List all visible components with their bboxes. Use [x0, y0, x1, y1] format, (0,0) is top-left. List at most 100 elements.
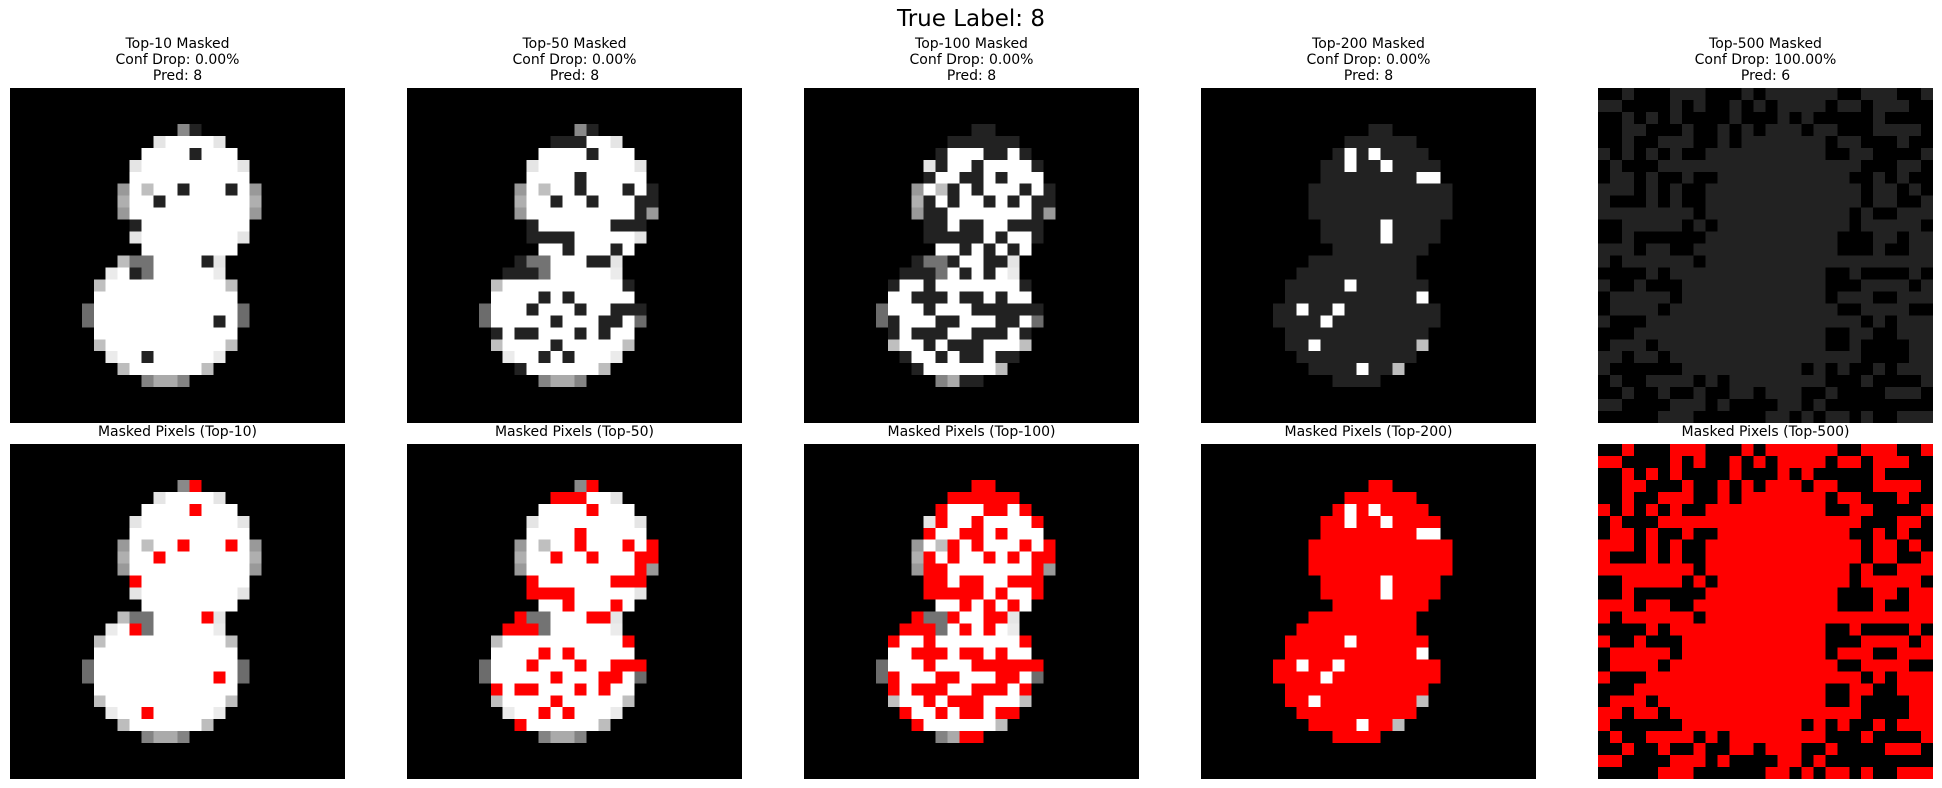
digit-pixel	[935, 719, 948, 732]
digit-pixel	[1019, 315, 1032, 328]
mask-overlay-pixel	[1320, 575, 1333, 588]
digit-pixel	[598, 563, 611, 576]
digit-pixel	[598, 219, 611, 232]
digit-pixel	[213, 255, 226, 268]
mask-overlay-pixel	[1392, 527, 1405, 540]
mask-overlay-pixel	[1837, 539, 1850, 552]
masked-pixel	[1729, 171, 1742, 184]
mask-overlay-pixel	[1801, 683, 1814, 696]
masked-pixel	[1765, 159, 1778, 172]
mask-overlay-pixel	[1392, 503, 1405, 516]
digit-pixel	[610, 255, 623, 268]
masked-pixel	[983, 123, 996, 136]
digit-pixel	[947, 635, 960, 648]
masked-pixel	[1777, 99, 1790, 112]
mask-overlay-pixel	[1320, 563, 1333, 576]
digit-pixel	[526, 563, 539, 576]
digit-pixel	[93, 279, 106, 292]
masked-pixel	[1416, 183, 1429, 196]
masked-pixel	[971, 291, 984, 304]
masked-pixel	[1645, 111, 1658, 124]
digit-pixel	[622, 563, 635, 576]
mask-overlay-pixel	[1404, 539, 1417, 552]
masked-pixel	[1332, 195, 1345, 208]
mask-overlay-pixel	[1717, 659, 1730, 672]
mask-overlay-pixel	[971, 707, 984, 720]
mask-overlay-pixel	[1897, 527, 1910, 540]
masked-pixel	[1344, 255, 1357, 268]
digit-pixel	[141, 515, 154, 528]
digit-pixel	[165, 563, 178, 576]
mask-overlay-pixel	[1789, 635, 1802, 648]
mask-overlay-pixel	[1332, 683, 1345, 696]
digit-pixel	[177, 731, 190, 744]
digit-pixel	[93, 327, 106, 340]
masked-pixel	[1416, 147, 1429, 160]
mask-overlay-pixel	[1777, 587, 1790, 600]
digit-pixel	[538, 363, 551, 376]
digit-pixel	[177, 551, 190, 564]
mask-overlay-pixel	[1332, 647, 1345, 660]
masked-image-panel	[1201, 88, 1536, 423]
digit-pixel	[622, 503, 635, 516]
digit-pixel	[983, 695, 996, 708]
digit-pixel	[502, 707, 515, 720]
mask-overlay-pixel	[1753, 635, 1766, 648]
digit-pixel	[923, 351, 936, 364]
digit-pixel	[201, 267, 214, 280]
mask-overlay-pixel	[1801, 707, 1814, 720]
digit-pixel	[598, 135, 611, 148]
digit-pixel	[598, 647, 611, 660]
masked-pixel	[1765, 267, 1778, 280]
masked-pixel	[1705, 291, 1718, 304]
mask-overlay-pixel	[1428, 551, 1441, 564]
mask-overlay-pixel	[1753, 455, 1766, 468]
digit-pixel	[105, 303, 118, 316]
masked-pixel	[1693, 159, 1706, 172]
mask-overlay-pixel	[1332, 539, 1345, 552]
digit-pixel	[141, 563, 154, 576]
mask-overlay-pixel	[1885, 551, 1898, 564]
mask-overlay-pixel	[1729, 503, 1742, 516]
digit-pixel	[141, 503, 154, 516]
digit-pixel	[129, 363, 142, 376]
digit-pixel	[153, 695, 166, 708]
digit-pixel	[129, 539, 142, 552]
mask-overlay-pixel	[1368, 647, 1381, 660]
digit-pixel	[983, 515, 996, 528]
mask-overlay-pixel	[1681, 444, 1694, 456]
masked-pixel	[1320, 291, 1333, 304]
mask-overlay-pixel	[1645, 671, 1658, 684]
masked-pixel	[1717, 279, 1730, 292]
mask-overlay-pixel	[1609, 659, 1622, 672]
digit-pixel	[177, 563, 190, 576]
masked-pixel	[1765, 315, 1778, 328]
digit-pixel	[550, 623, 563, 636]
digit-pixel	[983, 351, 996, 364]
masked-pixel	[1308, 255, 1321, 268]
mask-overlay-pixel	[1861, 611, 1874, 624]
digit-pixel	[153, 267, 166, 280]
mask-overlay-pixel	[1621, 575, 1634, 588]
mask-overlay-pixel	[1404, 671, 1417, 684]
digit-pixel	[562, 159, 575, 172]
digit-pixel	[1019, 515, 1032, 528]
masked-pixel	[1308, 363, 1321, 376]
digit-pixel	[141, 195, 154, 208]
mask-overlay-pixel	[1621, 444, 1634, 456]
digit-pixel	[213, 575, 226, 588]
digit-pixel	[105, 623, 118, 636]
digit-pixel	[538, 515, 551, 528]
masked-pixel	[1765, 183, 1778, 196]
masked-pixel	[1031, 303, 1044, 316]
masked-pixel	[1765, 375, 1778, 388]
masked-pixel	[1019, 303, 1032, 316]
mask-overlay-pixel	[1765, 563, 1778, 576]
masked-pixel	[1705, 339, 1718, 352]
mask-overlay-pixel	[1777, 647, 1790, 660]
mask-overlay-pixel	[1007, 599, 1020, 612]
digit-pixel	[598, 363, 611, 376]
mask-overlay-pixel	[1681, 563, 1694, 576]
mask-overlay-pixel	[1308, 683, 1321, 696]
mask-overlay-pixel	[935, 683, 948, 696]
